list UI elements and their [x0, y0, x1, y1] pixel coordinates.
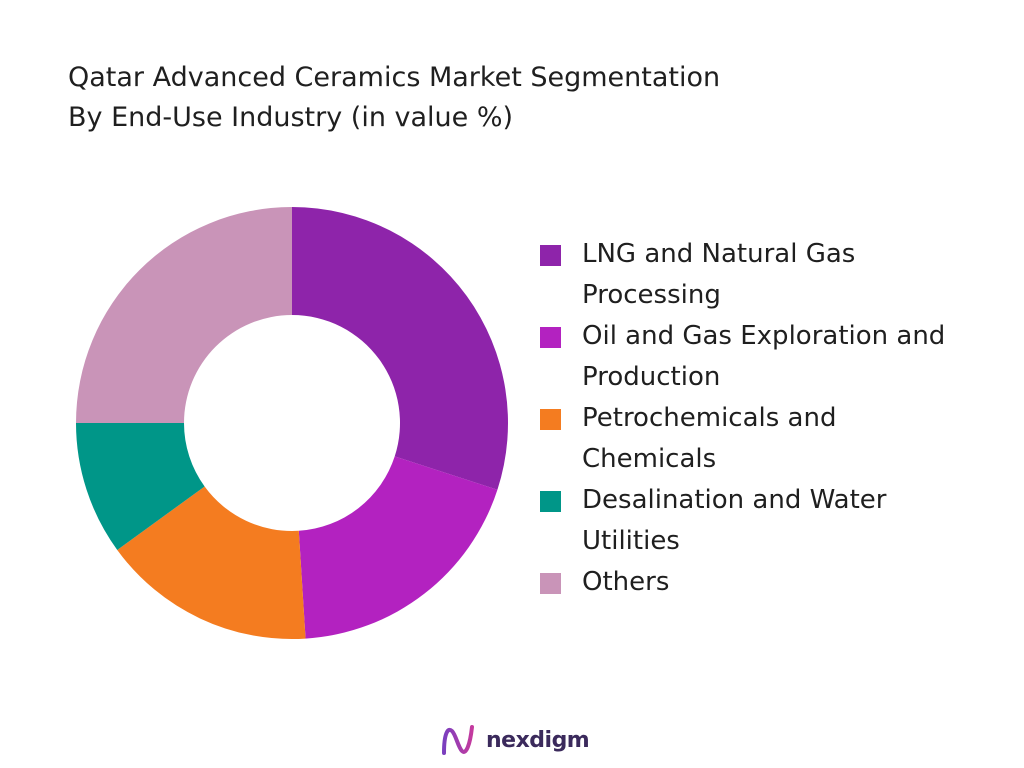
nexdigm-logo: nexdigm — [440, 722, 590, 758]
chart-title: Qatar Advanced Ceramics Market Segmentat… — [68, 58, 720, 138]
donut-chart — [76, 207, 509, 639]
legend-label-line-2: Utilities — [582, 526, 680, 556]
legend-swatch — [540, 573, 561, 594]
legend-item-others: Others — [540, 562, 1010, 603]
legend-swatch — [540, 327, 561, 348]
legend-label-line-1: LNG and Natural Gas — [582, 239, 856, 269]
donut-slice-desalination-and-water-utilities — [76, 423, 205, 550]
donut-slice-oil-and-gas-exploration-and-production — [298, 456, 498, 639]
legend-item-petrochemicals: Petrochemicals and Chemicals — [540, 398, 1010, 480]
legend-item-lng: LNG and Natural Gas Processing — [540, 234, 1010, 316]
legend-label-line-1: Petrochemicals and — [582, 403, 837, 433]
legend-swatch — [540, 409, 561, 430]
chart-title-line-2: By End-Use Industry (in value %) — [68, 102, 514, 133]
logo-text: nexdigm — [486, 727, 590, 753]
legend-item-desalination: Desalination and Water Utilities — [540, 480, 1010, 562]
chart-title-line-1: Qatar Advanced Ceramics Market Segmentat… — [68, 62, 721, 93]
legend-label-line-2: Chemicals — [582, 444, 717, 474]
legend-label-line-1: Others — [582, 567, 670, 597]
legend-item-oil-gas: Oil and Gas Exploration and Production — [540, 316, 1010, 398]
donut-slice-lng-and-natural-gas-processing — [292, 207, 509, 490]
legend-swatch — [540, 245, 561, 266]
legend-swatch — [540, 491, 561, 512]
legend-label-line-1: Oil and Gas Exploration and — [582, 321, 946, 351]
donut-slice-others — [76, 207, 292, 423]
legend-label-line-2: Production — [582, 362, 721, 392]
legend-label-line-1: Desalination and Water — [582, 485, 887, 515]
donut-slice-petrochemicals-and-chemicals — [117, 486, 306, 639]
legend-label-line-2: Processing — [582, 280, 721, 310]
chart-legend: LNG and Natural Gas Processing Oil and G… — [540, 234, 1010, 603]
nexdigm-logo-icon — [442, 725, 474, 755]
